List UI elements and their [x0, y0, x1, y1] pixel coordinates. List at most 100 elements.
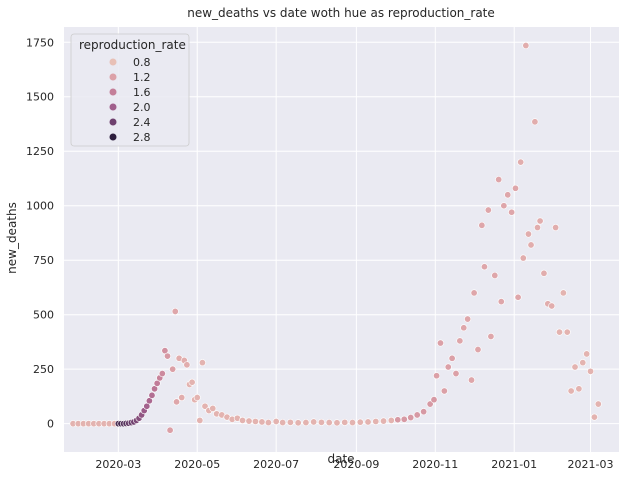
data-point: [239, 416, 247, 424]
scatter-points: [69, 42, 602, 434]
data-point: [519, 254, 527, 262]
data-point: [514, 293, 522, 301]
data-point: [460, 324, 468, 332]
data-point: [193, 394, 201, 402]
data-point: [171, 307, 179, 315]
x-tick-label: 2020-11: [412, 458, 458, 471]
data-point: [533, 224, 541, 232]
data-point: [372, 417, 380, 425]
legend-label: 0.8: [133, 56, 151, 69]
data-point: [536, 217, 544, 225]
data-point: [380, 417, 388, 425]
chart-title: new_deaths vs date woth hue as reproduct…: [187, 6, 495, 20]
y-tick-label: 0: [47, 418, 54, 431]
data-point: [163, 352, 171, 360]
data-point: [497, 298, 505, 306]
data-point: [552, 224, 560, 232]
data-point: [413, 411, 421, 419]
y-tick-label: 1000: [26, 200, 54, 213]
data-point: [272, 417, 280, 425]
data-point: [356, 418, 364, 426]
y-tick-labels: 0 250 500 750 1000 1250 1500 1750: [26, 36, 54, 430]
data-point: [196, 416, 204, 424]
x-tick-label: 2020-05: [174, 458, 220, 471]
legend-marker: [109, 58, 117, 66]
y-tick-label: 250: [33, 363, 54, 376]
data-point: [567, 387, 575, 395]
data-point: [491, 271, 499, 279]
data-point: [400, 415, 408, 423]
data-point: [590, 413, 598, 421]
data-point: [500, 202, 508, 210]
data-point: [587, 367, 595, 375]
x-tick-label: 2020-03: [95, 458, 141, 471]
data-point: [333, 419, 341, 427]
x-tick-labels: 2020-03 2020-05 2020-07 2020-09 2020-11 2021-…: [95, 458, 613, 471]
y-tick-label: 750: [33, 254, 54, 267]
gridlines: [64, 27, 619, 452]
legend-label: 2.0: [133, 101, 151, 114]
data-point: [183, 361, 191, 369]
data-point: [198, 359, 206, 367]
legend: reproduction_rate 0.8 1.2 1.6 2.0 2.4 2.8: [70, 33, 190, 147]
data-point: [452, 370, 460, 378]
data-point: [317, 418, 325, 426]
y-axis-title: new_deaths: [5, 202, 19, 274]
data-point: [364, 418, 372, 426]
data-point: [188, 378, 196, 386]
data-point: [508, 208, 516, 216]
data-point: [201, 402, 209, 410]
legend-box: [70, 33, 190, 147]
x-tick-label: 2021-03: [568, 458, 614, 471]
y-tick-label: 1500: [26, 91, 54, 104]
legend-marker: [109, 88, 117, 96]
data-point: [209, 404, 217, 412]
data-point: [148, 391, 156, 399]
data-point: [527, 241, 535, 249]
legend-label: 2.8: [133, 131, 151, 144]
data-point: [440, 387, 448, 395]
data-point: [504, 191, 512, 199]
data-point: [426, 400, 434, 408]
data-point: [302, 419, 310, 427]
data-point: [487, 332, 495, 340]
data-point: [430, 396, 438, 404]
data-point: [484, 206, 492, 214]
data-point: [387, 416, 395, 424]
data-point: [169, 365, 177, 373]
data-point: [420, 408, 428, 416]
legend-label: 1.6: [133, 86, 151, 99]
data-point: [559, 289, 567, 297]
data-point: [294, 419, 302, 427]
data-point: [522, 42, 530, 50]
x-axis-title: date: [327, 452, 354, 466]
data-point: [348, 419, 356, 427]
data-point: [166, 426, 174, 434]
data-point: [474, 346, 482, 354]
data-point: [470, 289, 478, 297]
data-point: [517, 158, 525, 166]
data-point: [478, 221, 486, 229]
data-point: [571, 363, 579, 371]
data-point: [436, 339, 444, 347]
y-tick-label: 1750: [26, 36, 54, 49]
data-point: [512, 184, 520, 192]
data-point: [245, 417, 253, 425]
data-point: [178, 394, 186, 402]
data-point: [495, 176, 503, 184]
y-tick-label: 1250: [26, 145, 54, 158]
x-tick-label: 2020-09: [333, 458, 379, 471]
data-point: [594, 400, 602, 408]
data-point: [531, 118, 539, 126]
data-point: [325, 419, 333, 427]
data-point: [448, 354, 456, 362]
legend-title: reproduction_rate: [79, 38, 186, 52]
legend-marker: [109, 118, 117, 126]
data-point: [444, 363, 452, 371]
data-point: [579, 359, 587, 367]
x-tick-label: 2020-07: [253, 458, 299, 471]
data-point: [555, 328, 563, 336]
legend-label: 2.4: [133, 116, 151, 129]
data-point: [251, 417, 259, 425]
